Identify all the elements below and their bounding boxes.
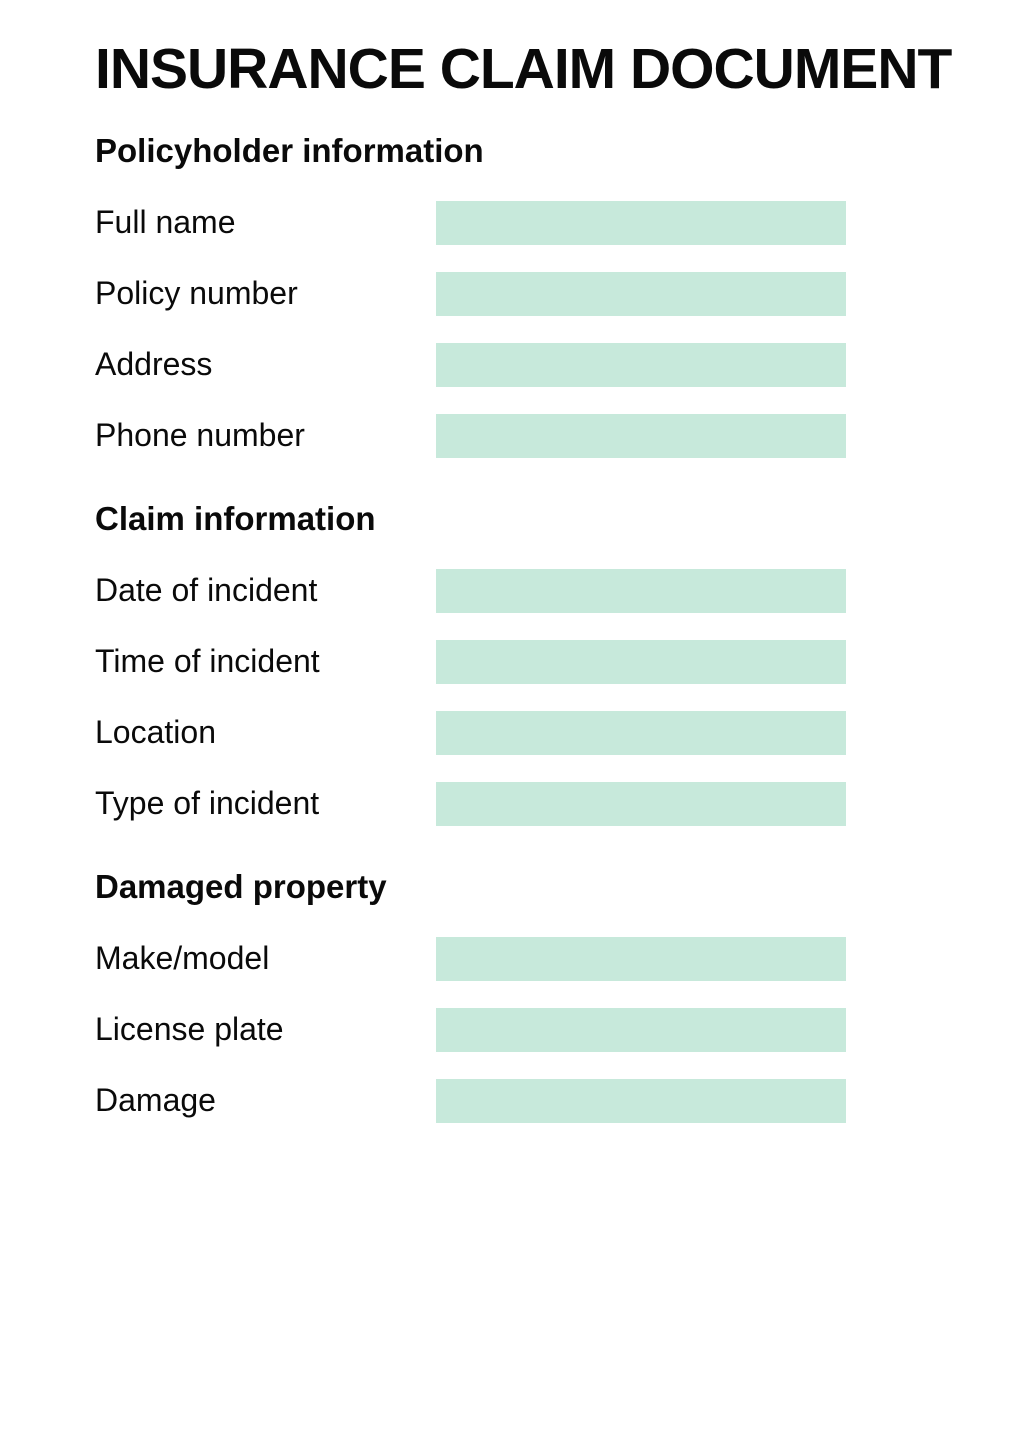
policy-number-field[interactable] (436, 271, 846, 316)
address-label: Address (95, 346, 213, 383)
make-model-label: Make/model (95, 940, 270, 977)
section-claim-information: Claim information Date of incident Time of… (95, 500, 846, 826)
form-row: Phone number (95, 413, 846, 458)
form-row: License plate (95, 1007, 846, 1052)
form-sections: Policyholder information Full name Policy … (95, 132, 846, 1123)
form-row: Date of incident (95, 568, 846, 613)
damage-field[interactable] (436, 1078, 846, 1123)
type-of-incident-field[interactable] (436, 781, 846, 826)
time-of-incident-field[interactable] (436, 639, 846, 684)
section-heading: Claim information (95, 499, 376, 537)
location-field[interactable] (436, 710, 846, 755)
page-title: INSURANCE CLAIM DOCUMENT (95, 37, 952, 101)
section-heading: Policyholder information (95, 131, 484, 169)
date-of-incident-field[interactable] (436, 568, 846, 613)
make-model-field[interactable] (436, 936, 846, 981)
section-damaged-property: Damaged property Make/model License plate D… (95, 868, 846, 1123)
license-plate-label: License plate (95, 1011, 284, 1048)
policy-number-label: Policy number (95, 275, 298, 312)
address-field[interactable] (436, 342, 846, 387)
type-of-incident-label: Type of incident (95, 785, 320, 822)
full-name-label: Full name (95, 204, 236, 241)
form-row: Location (95, 710, 846, 755)
form-row: Address (95, 342, 846, 387)
form-row: Damage (95, 1078, 846, 1123)
section-heading: Damaged property (95, 867, 387, 905)
form-row: Full name (95, 200, 846, 245)
form-row: Type of incident (95, 781, 846, 826)
phone-number-label: Phone number (95, 417, 305, 454)
location-label: Location (95, 714, 216, 751)
date-of-incident-label: Date of incident (95, 572, 318, 609)
phone-number-field[interactable] (436, 413, 846, 458)
full-name-field[interactable] (436, 200, 846, 245)
form-row: Time of incident (95, 639, 846, 684)
form-row: Make/model (95, 936, 846, 981)
license-plate-field[interactable] (436, 1007, 846, 1052)
section-policyholder-information: Policyholder information Full name Policy … (95, 132, 846, 458)
form-row: Policy number (95, 271, 846, 316)
time-of-incident-label: Time of incident (95, 643, 320, 680)
damage-label: Damage (95, 1082, 216, 1119)
